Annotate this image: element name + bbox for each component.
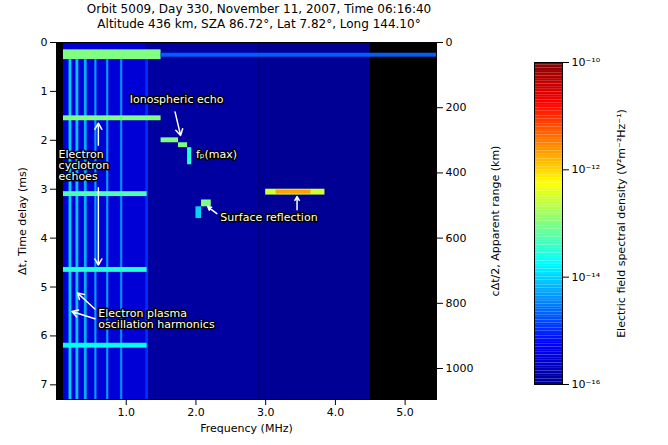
svg-text:Electric field spectral densit: Electric field spectral density (V²m⁻²Hz… bbox=[615, 109, 628, 338]
svg-text:10⁻¹⁰: 10⁻¹⁰ bbox=[572, 56, 601, 69]
svg-text:cΔt/2, Apparent range (km): cΔt/2, Apparent range (km) bbox=[489, 146, 502, 297]
svg-text:10⁻¹⁴: 10⁻¹⁴ bbox=[572, 271, 601, 284]
svg-text:4: 4 bbox=[41, 232, 48, 245]
svg-text:1: 1 bbox=[41, 85, 48, 98]
svg-text:1000: 1000 bbox=[446, 362, 474, 375]
svg-text:200: 200 bbox=[446, 101, 467, 114]
svg-text:7: 7 bbox=[41, 378, 48, 391]
svg-text:4.0: 4.0 bbox=[327, 406, 345, 419]
svg-text:400: 400 bbox=[446, 166, 467, 179]
svg-text:600: 600 bbox=[446, 232, 467, 245]
svg-text:fₚ(max): fₚ(max) bbox=[196, 148, 237, 161]
svg-text:3: 3 bbox=[41, 183, 48, 196]
svg-text:0: 0 bbox=[446, 36, 453, 49]
svg-text:5.0: 5.0 bbox=[396, 406, 414, 419]
svg-text:Electron plasmaoscillation har: Electron plasmaoscillation harmonics bbox=[98, 307, 215, 331]
svg-text:3.0: 3.0 bbox=[257, 406, 275, 419]
svg-text:0: 0 bbox=[41, 36, 48, 49]
svg-text:Electroncyclotronechoes: Electroncyclotronechoes bbox=[59, 148, 110, 183]
html-text:Orbit 5009, Day 330, November: Orbit 5009, Day 330, November 11, 2007, … bbox=[86, 2, 432, 16]
svg-text:2: 2 bbox=[41, 134, 48, 147]
svg-text:2.0: 2.0 bbox=[187, 406, 205, 419]
svg-text:5: 5 bbox=[41, 281, 48, 294]
svg-text:800: 800 bbox=[446, 297, 467, 310]
svg-text:1.0: 1.0 bbox=[117, 406, 134, 419]
svg-text:Surface reflection: Surface reflection bbox=[220, 211, 317, 224]
html-text:Altitude 436 km, SZA 86.72°, L: Altitude 436 km, SZA 86.72°, Lat 7.82°, … bbox=[97, 17, 421, 31]
svg-text:10⁻¹⁶: 10⁻¹⁶ bbox=[572, 378, 601, 391]
svg-text:10⁻¹²: 10⁻¹² bbox=[572, 163, 601, 176]
svg-text:6: 6 bbox=[41, 329, 48, 342]
svg-text:Frequency (MHz): Frequency (MHz) bbox=[200, 422, 292, 435]
svg-text:Ionospheric echo: Ionospheric echo bbox=[130, 93, 224, 106]
svg-text:Δt, Time delay (ms): Δt, Time delay (ms) bbox=[16, 167, 29, 275]
